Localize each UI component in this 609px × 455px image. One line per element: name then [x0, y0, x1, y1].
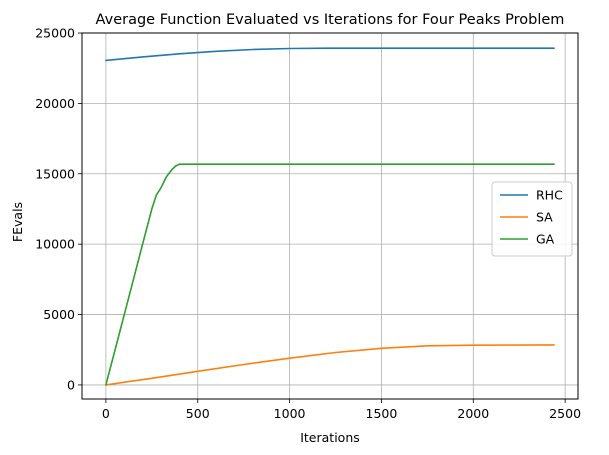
- legend: RHC SA GA: [491, 181, 573, 257]
- y-tick-label: 5000: [43, 307, 75, 322]
- series-lines: [105, 47, 555, 386]
- x-tick-label: 1000: [274, 406, 306, 421]
- series-line-sa: [105, 344, 555, 386]
- axis-ticks: 0 500 1000 1500 2000 250005000100001500020000…: [35, 26, 581, 422]
- y-tick-label: 15000: [35, 166, 75, 181]
- y-tick-label: 20000: [35, 96, 75, 111]
- x-tick-label: 2000: [457, 406, 489, 421]
- x-tick-label: 0: [102, 406, 110, 421]
- legend-box: [491, 181, 573, 257]
- x-axis-label: Iterations: [300, 430, 360, 445]
- y-tick-label: 0: [67, 377, 75, 392]
- legend-label-sa: SA: [536, 210, 553, 225]
- series-line-rhc: [105, 47, 555, 62]
- legend-label-ga: GA: [536, 232, 555, 247]
- x-tick-label: 2500: [549, 406, 581, 421]
- y-tick-label: 25000: [35, 26, 75, 41]
- x-tick-label: 500: [186, 406, 210, 421]
- chart-title: Average Function Evaluated vs Iterations…: [96, 12, 565, 28]
- y-tick-label: 10000: [35, 237, 75, 252]
- y-axis-label: FEvals: [10, 202, 25, 242]
- plot-area-frame: [81, 32, 579, 400]
- x-tick-label: 1500: [366, 406, 398, 421]
- series-line-ga: [105, 163, 555, 386]
- legend-label-rhc: RHC: [536, 188, 563, 203]
